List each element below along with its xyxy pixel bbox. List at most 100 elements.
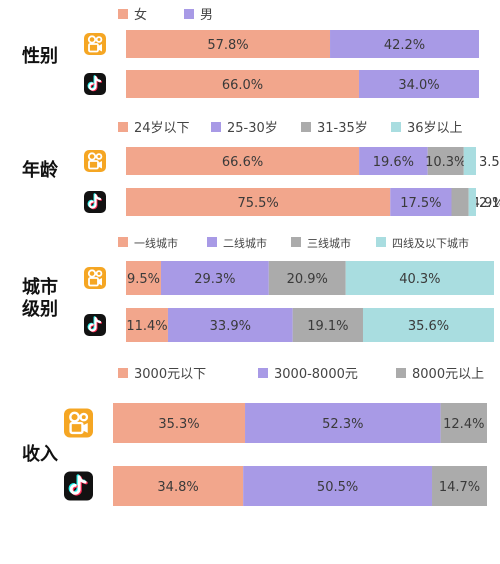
- data-label: 29.3%: [194, 272, 235, 287]
- data-label: 19.1%: [307, 319, 348, 334]
- data-label: 12.4%: [443, 417, 484, 432]
- bar-segment: [126, 30, 331, 58]
- tiktok-icon-1-1: [84, 191, 106, 213]
- bar-segment: [292, 308, 363, 342]
- data-label: 2.1%: [479, 196, 500, 211]
- kuaishou-icon-circle-left: [69, 411, 80, 423]
- kuaishou-icon-lens: [98, 278, 102, 286]
- bar-segment: [345, 261, 494, 295]
- data-label: 19.6%: [373, 155, 414, 170]
- data-label: 57.8%: [207, 38, 248, 53]
- legend-label: 24岁以下: [134, 121, 190, 136]
- legend-label: 男: [200, 8, 213, 23]
- tiktok-icon-3-1: [64, 471, 93, 501]
- legend-swatch: [376, 237, 386, 247]
- bar-segment: [126, 308, 168, 342]
- data-label: 66.6%: [222, 155, 263, 170]
- bar-segment: [113, 403, 246, 443]
- data-label: 66.0%: [222, 78, 263, 93]
- data-label: 50.5%: [317, 480, 358, 495]
- kuaishou-icon-lens: [98, 44, 102, 52]
- bar-segment: [358, 70, 479, 98]
- data-label: 17.5%: [400, 196, 441, 211]
- bar-segment: [245, 403, 441, 443]
- bar-segment: [126, 70, 359, 98]
- kuaishou-icon-circle-left: [87, 269, 97, 278]
- data-label: 35.6%: [408, 319, 449, 334]
- data-label: 34.8%: [157, 480, 198, 495]
- data-label: 42.2%: [384, 38, 425, 53]
- legend-label: 31-35岁: [317, 121, 368, 136]
- group-0: 女 男性别 57.8% 42.2% 66.0% 34.0%: [22, 7, 479, 98]
- kuaishou-icon-circle-left: [87, 35, 97, 44]
- bar-segment: [427, 147, 464, 175]
- data-label: 52.3%: [322, 417, 363, 432]
- kuaishou-icon-circle-right: [79, 412, 89, 422]
- legend-swatch: [118, 237, 128, 247]
- bar-segment: [167, 308, 293, 342]
- bar-segment: [126, 261, 161, 295]
- legend-swatch: [211, 122, 221, 132]
- data-label: 40.3%: [399, 272, 440, 287]
- legend-label: 一线城市: [134, 236, 178, 250]
- tiktok-icon-white: [88, 75, 102, 91]
- data-label: 75.5%: [237, 196, 278, 211]
- kuaishou-icon-circle-right: [95, 153, 103, 160]
- data-label: 9.5%: [127, 272, 160, 287]
- legend-swatch: [207, 237, 217, 247]
- tiktok-icon-white: [88, 193, 102, 209]
- legend-label: 25-30岁: [227, 121, 278, 136]
- group-label: 级别: [22, 298, 58, 320]
- group-label: 城市: [22, 276, 58, 298]
- data-label: 11.4%: [126, 319, 167, 334]
- bar-segment: [268, 261, 346, 295]
- legend-swatch: [391, 122, 401, 132]
- legend-label: 3000-8000元: [274, 367, 358, 382]
- kuaishou-icon-lens: [98, 161, 102, 169]
- legend-label: 女: [134, 7, 147, 23]
- bar-segment: [451, 188, 469, 216]
- legend-swatch: [184, 9, 194, 19]
- data-label: 35.3%: [158, 417, 199, 432]
- legend-swatch: [118, 122, 128, 132]
- data-label: 10.3%: [425, 155, 466, 170]
- data-label: 14.7%: [439, 480, 480, 495]
- kuaishou-icon-body: [69, 421, 84, 435]
- bar-segment: [440, 403, 487, 443]
- group-label: 收入: [22, 443, 58, 465]
- bar-segment: [126, 147, 360, 175]
- kuaishou-icon-circle-right: [95, 270, 103, 277]
- group-label: 性别: [22, 45, 58, 67]
- legend-swatch: [396, 368, 406, 378]
- kuaishou-icon-2-0: [84, 267, 106, 289]
- kuaishou-icon-circle-right: [95, 36, 103, 43]
- data-label: 33.9%: [210, 319, 251, 334]
- data-label: 3.5%: [479, 155, 500, 170]
- legend-swatch: [118, 368, 128, 378]
- legend-label: 36岁以上: [407, 121, 463, 136]
- kuaishou-icon-lens: [82, 423, 88, 433]
- kuaishou-icon-3-0: [64, 408, 93, 438]
- bar-segment: [463, 147, 476, 175]
- kuaishou-icon-0-0: [84, 33, 106, 55]
- legend-swatch: [118, 9, 128, 19]
- bar-segment: [160, 261, 269, 295]
- kuaishou-icon-1-0: [84, 150, 106, 172]
- legend-swatch: [258, 368, 268, 378]
- bar-segment: [126, 188, 391, 216]
- bar-segment: [362, 308, 494, 342]
- tiktok-icon-white: [69, 475, 87, 495]
- legend-label: 四线及以下城市: [392, 236, 469, 250]
- legend-label: 三线城市: [307, 236, 351, 250]
- bar-segment: [468, 188, 476, 216]
- bar-segment: [113, 466, 244, 506]
- bar-segment: [359, 147, 428, 175]
- bar-segment: [390, 188, 452, 216]
- bar-segment: [330, 30, 479, 58]
- data-label: 4.9%: [472, 196, 500, 211]
- tiktok-icon-white: [88, 316, 102, 332]
